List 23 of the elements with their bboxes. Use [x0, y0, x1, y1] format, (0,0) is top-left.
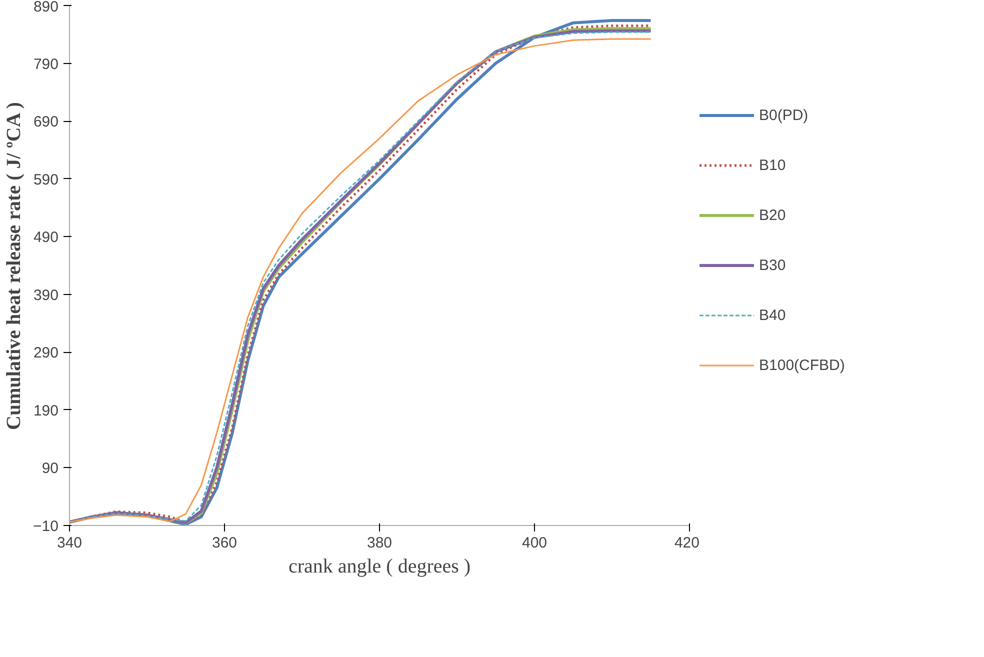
legend-label: B100(CFBD): [759, 356, 845, 374]
y-tick-label: 490: [33, 229, 59, 246]
y-tick-label: 890: [33, 0, 59, 16]
y-tick-label: 590: [33, 171, 59, 188]
x-tick-label: 400: [522, 534, 548, 552]
x-tick-label: 360: [212, 534, 238, 552]
legend-label: B40: [759, 306, 786, 324]
x-tick-label: 420: [674, 534, 700, 552]
x-tick-label: 380: [366, 534, 392, 552]
y-tick-label: 190: [33, 402, 59, 420]
legend-label: B30: [759, 256, 786, 274]
legend-label: B10: [759, 156, 786, 174]
y-tick-label: 790: [33, 56, 59, 73]
legend-label: B20: [759, 206, 786, 224]
y-tick-label: −10: [33, 518, 59, 535]
y-tick-label: 290: [33, 344, 59, 362]
y-axis-title: Cumulative heat release rate ( J/ ºCA ): [3, 102, 26, 430]
y-tick-label: 90: [42, 460, 59, 478]
legend-label: B0(PD): [759, 106, 808, 124]
x-tick-label: 340: [56, 534, 82, 552]
x-axis-title: crank angle ( degrees ): [288, 556, 471, 578]
y-tick-label: 390: [33, 286, 59, 304]
y-tick-label: 690: [33, 114, 59, 131]
